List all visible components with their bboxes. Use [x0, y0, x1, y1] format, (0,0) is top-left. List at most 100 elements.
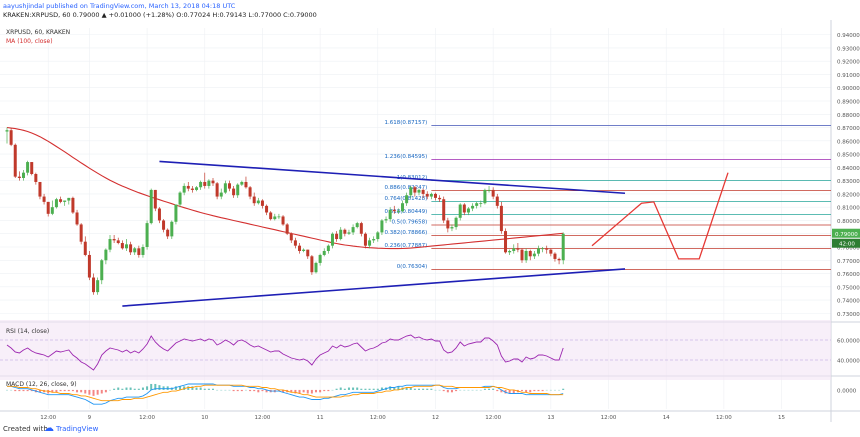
macd-histogram-bar — [302, 389, 305, 393]
y-tick-label: 0.73000 — [837, 312, 860, 318]
candle-body — [50, 207, 54, 214]
candle-body — [207, 180, 211, 186]
x-tick-label: 12:00 — [485, 415, 501, 421]
macd-histogram-bar — [294, 389, 297, 394]
chart-header: aayushjindal published on TradingView.co… — [0, 0, 860, 20]
y-tick-label: 0.80000 — [837, 219, 860, 225]
candle-body — [289, 233, 293, 241]
candle-body — [351, 227, 355, 233]
macd-histogram-bar — [393, 387, 396, 390]
candle-body — [211, 180, 215, 184]
publisher-line: aayushjindal published on TradingView.co… — [3, 2, 236, 10]
y-tick-label: 0.83000 — [837, 179, 860, 185]
rsi-tick-label: 60.0000 — [837, 339, 860, 345]
y-tick-label: 0.89000 — [837, 100, 860, 106]
candle-body — [512, 248, 516, 251]
candle-body — [92, 277, 96, 293]
macd-histogram-bar — [492, 388, 495, 390]
macd-histogram-bar — [18, 389, 21, 392]
candle-body — [170, 221, 174, 237]
macd-histogram-bar — [88, 389, 91, 395]
candle-body — [372, 239, 376, 241]
macd-histogram-bar — [339, 387, 342, 390]
candle-body — [520, 249, 524, 261]
candle-body — [252, 196, 256, 204]
candle-body — [285, 224, 289, 234]
fib-level-label: 1.236(0.84595) — [384, 154, 427, 160]
macd-histogram-bar — [232, 389, 235, 392]
macd-histogram-bar — [133, 388, 136, 390]
chart-canvas[interactable]: 0.73000 0.74000 0.75000 0.76000 0.77000 0.780… — [0, 20, 860, 422]
candle-body — [359, 223, 363, 234]
candle-body — [326, 245, 330, 251]
candle-body — [203, 181, 207, 186]
y-tick-label: 0.84000 — [837, 166, 860, 172]
macd-histogram-bar — [496, 389, 499, 392]
macd-histogram-bar — [405, 387, 408, 390]
rsi-band — [0, 320, 831, 380]
candle-body — [124, 244, 128, 249]
candle-body — [67, 197, 71, 201]
candle-body — [322, 250, 326, 255]
candle-body — [34, 174, 38, 182]
macd-histogram-bar — [199, 387, 202, 390]
candle-body — [536, 248, 540, 254]
macd-histogram-bar — [455, 389, 458, 392]
candle-body — [223, 183, 227, 193]
candle-body — [339, 229, 343, 240]
macd-histogram-bar — [508, 389, 511, 394]
macd-histogram-bar — [26, 389, 29, 392]
macd-histogram-bar — [323, 389, 326, 392]
macd-histogram-bar — [541, 389, 544, 392]
countdown-tag — [832, 238, 860, 248]
candle-body — [380, 220, 384, 233]
candle-body — [75, 212, 79, 225]
candle-body — [244, 181, 248, 188]
candle-body — [87, 254, 91, 278]
macd-histogram-bar — [376, 388, 379, 390]
rsi-line — [6, 334, 564, 371]
macd-histogram-bar — [512, 389, 515, 394]
macd-histogram-bar — [117, 387, 120, 390]
candle-body — [384, 219, 388, 221]
fib-level-label: 0.236(0.77887) — [384, 243, 427, 249]
candle-body — [182, 185, 186, 193]
macd-histogram-bar — [343, 388, 346, 390]
macd-histogram-bar — [253, 389, 256, 392]
macd-histogram-bar — [59, 389, 62, 392]
candle-body — [528, 250, 532, 257]
macd-histogram-bar — [84, 389, 87, 394]
candle-body — [466, 208, 470, 213]
macd-histogram-bar — [364, 388, 367, 390]
candle-body — [413, 187, 417, 193]
macd-histogram-bar — [158, 385, 161, 390]
y-tick-label: 0.90000 — [837, 86, 860, 92]
candle-body — [438, 197, 442, 200]
macd-histogram-bar — [30, 389, 33, 392]
candle-body — [157, 208, 161, 221]
macd-histogram-bar — [450, 389, 453, 393]
candle-body — [17, 176, 21, 178]
macd-histogram-bar — [191, 386, 194, 390]
x-tick-label: 12:00 — [601, 415, 617, 421]
candle-body — [487, 189, 491, 191]
fib-level-label: 1.618(0.87157) — [384, 120, 427, 126]
macd-histogram-bar — [315, 389, 317, 393]
candle-body — [516, 248, 520, 250]
macd-histogram-bar — [521, 389, 523, 392]
candle-body — [355, 223, 359, 228]
macd-histogram-bar — [265, 389, 268, 393]
macd-histogram-bar — [51, 389, 54, 393]
macd-histogram-bar — [360, 388, 363, 390]
macd-histogram-bar — [426, 388, 429, 390]
candle-body — [458, 204, 462, 218]
candle-body — [306, 249, 310, 257]
candle-body — [549, 249, 553, 254]
candle-body — [293, 240, 297, 246]
candle-body — [541, 248, 545, 250]
candle-body — [347, 232, 351, 234]
candle-body — [429, 193, 433, 197]
chart-footer: Created with ☁ TradingView — [0, 422, 860, 437]
macd-histogram-bar — [500, 389, 503, 393]
x-tick-label: 12:00 — [139, 415, 155, 421]
